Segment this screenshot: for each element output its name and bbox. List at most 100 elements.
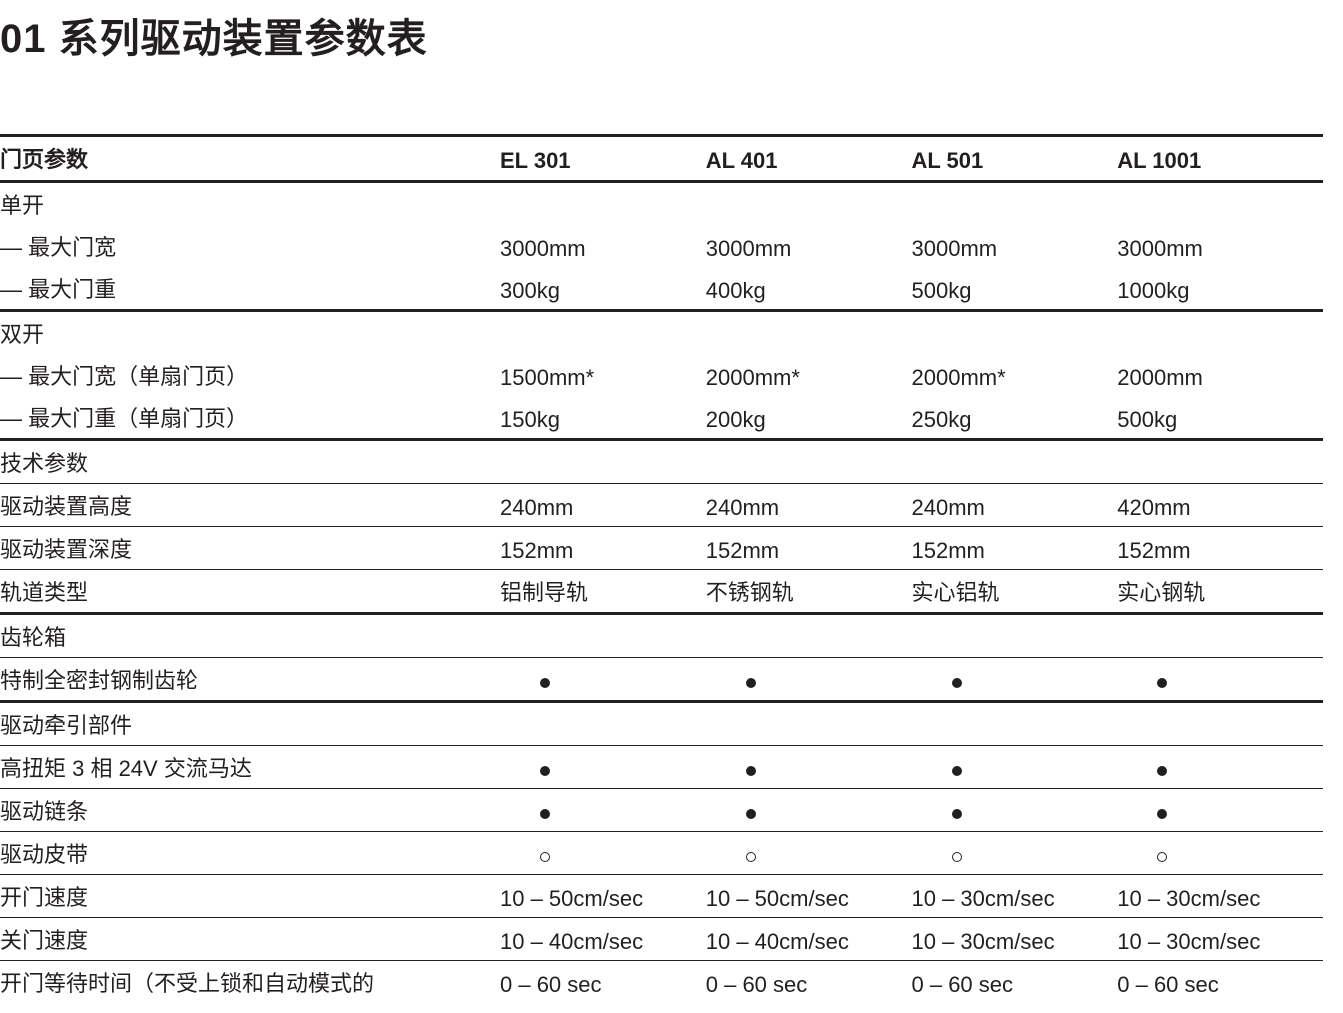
filled-dot-icon [952, 809, 962, 819]
row-value: 3000mm [912, 225, 1118, 267]
row-value: 不锈钢轨 [706, 570, 912, 614]
row-value: 实心钢轨 [1117, 570, 1323, 614]
col-header-el301: EL 301 [500, 136, 706, 182]
table-row: 特制全密封钢制齿轮 [0, 658, 1323, 702]
row-value: 3000mm [500, 225, 706, 267]
row-value: 240mm [912, 484, 1118, 527]
empty-cell [500, 182, 706, 226]
row-label: 驱动皮带 [0, 832, 500, 875]
col-header-al401: AL 401 [706, 136, 912, 182]
row-value: 152mm [500, 527, 706, 570]
row-value [1117, 789, 1323, 832]
table-row: 开门等待时间（不受上锁和自动模式的0 – 60 sec0 – 60 sec0 –… [0, 961, 1323, 1004]
row-value: 10 – 30cm/sec [912, 918, 1118, 961]
row-value: 0 – 60 sec [706, 961, 912, 1004]
row-value: 150kg [500, 396, 706, 440]
row-value: 500kg [1117, 396, 1323, 440]
row-value [706, 746, 912, 789]
open-circle-icon [540, 852, 550, 862]
table-row: — 最大门重（单扇门页）150kg200kg250kg500kg [0, 396, 1323, 440]
row-label: — 最大门宽（单扇门页） [0, 354, 500, 396]
row-value: 3000mm [1117, 225, 1323, 267]
table-row: 驱动装置高度240mm240mm240mm420mm [0, 484, 1323, 527]
section-header-row: 双开 [0, 311, 1323, 355]
row-label: — 最大门重 [0, 267, 500, 311]
empty-cell [1117, 614, 1323, 658]
row-value: 10 – 30cm/sec [912, 875, 1118, 918]
section-header-row: 驱动牵引部件 [0, 702, 1323, 746]
table-body: 单开— 最大门宽3000mm3000mm3000mm3000mm— 最大门重30… [0, 182, 1323, 1004]
empty-cell [912, 182, 1118, 226]
row-value: 实心铝轨 [912, 570, 1118, 614]
row-label: 关门速度 [0, 918, 500, 961]
empty-cell [500, 702, 706, 746]
row-value: 420mm [1117, 484, 1323, 527]
row-value: 3000mm [706, 225, 912, 267]
row-label: 驱动链条 [0, 789, 500, 832]
row-label: 特制全密封钢制齿轮 [0, 658, 500, 702]
row-value: 10 – 40cm/sec [500, 918, 706, 961]
table-row: 驱动装置深度152mm152mm152mm152mm [0, 527, 1323, 570]
row-label: 高扭矩 3 相 24V 交流马达 [0, 746, 500, 789]
row-label: 驱动装置深度 [0, 527, 500, 570]
table-row: 轨道类型铝制导轨不锈钢轨实心铝轨实心钢轨 [0, 570, 1323, 614]
section-header-label: 驱动牵引部件 [0, 702, 500, 746]
row-value: 200kg [706, 396, 912, 440]
empty-cell [706, 182, 912, 226]
row-value: 2000mm* [912, 354, 1118, 396]
empty-cell [706, 702, 912, 746]
row-value [1117, 832, 1323, 875]
row-value [912, 746, 1118, 789]
table-row: — 最大门重300kg400kg500kg1000kg [0, 267, 1323, 311]
row-value: 0 – 60 sec [1117, 961, 1323, 1004]
table-header-row: 门页参数 EL 301 AL 401 AL 501 AL 1001 [0, 136, 1323, 182]
row-label: 开门等待时间（不受上锁和自动模式的 [0, 961, 500, 1004]
row-value [500, 746, 706, 789]
empty-cell [500, 311, 706, 355]
open-circle-icon [952, 852, 962, 862]
row-value: 500kg [912, 267, 1118, 311]
row-value [912, 658, 1118, 702]
empty-cell [500, 614, 706, 658]
row-value: 1500mm* [500, 354, 706, 396]
filled-dot-icon [1157, 809, 1167, 819]
table-row: 关门速度10 – 40cm/sec10 – 40cm/sec10 – 30cm/… [0, 918, 1323, 961]
section-header-row: 齿轮箱 [0, 614, 1323, 658]
row-label: — 最大门宽 [0, 225, 500, 267]
row-value [500, 658, 706, 702]
row-value [1117, 658, 1323, 702]
row-value: 300kg [500, 267, 706, 311]
filled-dot-icon [952, 766, 962, 776]
empty-cell [912, 614, 1118, 658]
row-value [912, 832, 1118, 875]
row-value: 2000mm* [706, 354, 912, 396]
table-row: 高扭矩 3 相 24V 交流马达 [0, 746, 1323, 789]
row-value: 152mm [706, 527, 912, 570]
table-row: — 最大门宽3000mm3000mm3000mm3000mm [0, 225, 1323, 267]
row-value: 10 – 50cm/sec [706, 875, 912, 918]
row-value: 0 – 60 sec [912, 961, 1118, 1004]
row-value [912, 789, 1118, 832]
filled-dot-icon [746, 809, 756, 819]
col-header-al501: AL 501 [912, 136, 1118, 182]
row-value: 152mm [1117, 527, 1323, 570]
empty-cell [1117, 311, 1323, 355]
empty-cell [1117, 182, 1323, 226]
row-value: 2000mm [1117, 354, 1323, 396]
table-row: — 最大门宽（单扇门页）1500mm*2000mm*2000mm*2000mm [0, 354, 1323, 396]
section-header-label: 单开 [0, 182, 500, 226]
row-value: 400kg [706, 267, 912, 311]
section-header-label: 技术参数 [0, 440, 500, 484]
row-value: 0 – 60 sec [500, 961, 706, 1004]
row-value: 10 – 40cm/sec [706, 918, 912, 961]
row-value: 250kg [912, 396, 1118, 440]
empty-cell [1117, 702, 1323, 746]
table-row: 开门速度10 – 50cm/sec10 – 50cm/sec10 – 30cm/… [0, 875, 1323, 918]
row-value: 铝制导轨 [500, 570, 706, 614]
empty-cell [1117, 440, 1323, 484]
filled-dot-icon [952, 678, 962, 688]
row-label: 轨道类型 [0, 570, 500, 614]
table-row: 驱动链条 [0, 789, 1323, 832]
filled-dot-icon [540, 766, 550, 776]
row-value [1117, 746, 1323, 789]
